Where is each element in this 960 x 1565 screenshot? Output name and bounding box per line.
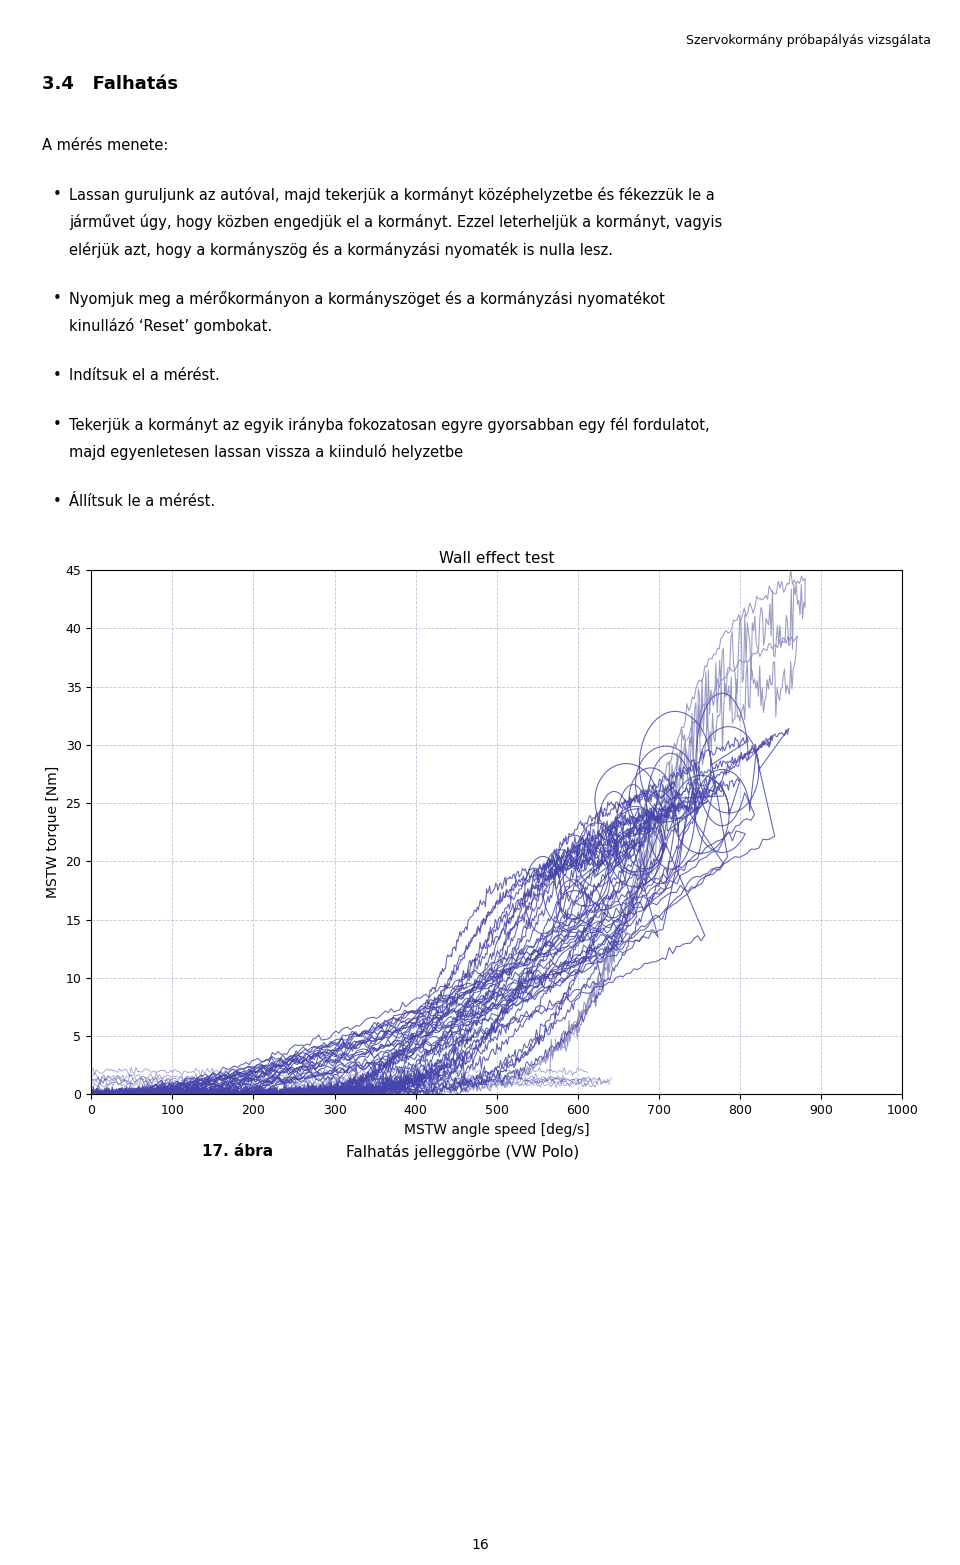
Text: járművet úgy, hogy közben engedjük el a kormányt. Ezzel leterheljük a kormányt, : járművet úgy, hogy közben engedjük el a … — [69, 214, 722, 230]
Text: •: • — [53, 368, 61, 383]
Text: A mérés menete:: A mérés menete: — [42, 138, 169, 153]
Text: •: • — [53, 493, 61, 509]
Text: elérjük azt, hogy a kormányszög és a kormányzási nyomaték is nulla lesz.: elérjük azt, hogy a kormányszög és a kor… — [69, 241, 613, 258]
Text: 3.4   Falhatás: 3.4 Falhatás — [42, 75, 179, 94]
Text: 16: 16 — [471, 1538, 489, 1552]
Text: •: • — [53, 186, 61, 202]
Text: 17. ábra: 17. ábra — [202, 1144, 273, 1160]
Text: Nyomjuk meg a mérőkormányon a kormányszöget és a kormányzási nyomatékot: Nyomjuk meg a mérőkormányon a kormányszö… — [69, 291, 665, 307]
Text: Állítsuk le a mérést.: Állítsuk le a mérést. — [69, 493, 215, 509]
Text: •: • — [53, 416, 61, 432]
Text: •: • — [53, 291, 61, 307]
Text: majd egyenletesen lassan vissza a kiinduló helyzetbe: majd egyenletesen lassan vissza a kiindu… — [69, 444, 464, 460]
X-axis label: MSTW angle speed [deg/s]: MSTW angle speed [deg/s] — [404, 1122, 589, 1136]
Title: Wall effect test: Wall effect test — [439, 551, 555, 567]
Text: Lassan guruljunk az autóval, majd tekerjük a kormányt középhelyzetbe és fékezzük: Lassan guruljunk az autóval, majd tekerj… — [69, 186, 715, 203]
Text: Tekerjük a kormányt az egyik irányba fokozatosan egyre gyorsabban egy fél fordul: Tekerjük a kormányt az egyik irányba fok… — [69, 416, 709, 434]
Text: Szervokormány próbapályás vizsgálata: Szervokormány próbapályás vizsgálata — [686, 33, 931, 47]
Y-axis label: MSTW torque [Nm]: MSTW torque [Nm] — [46, 765, 60, 898]
Text: Indítsuk el a mérést.: Indítsuk el a mérést. — [69, 368, 220, 383]
Text: kinullázó ‘Reset’ gombokat.: kinullázó ‘Reset’ gombokat. — [69, 318, 273, 335]
Text: Falhatás jelleggörbe (VW Polo): Falhatás jelleggörbe (VW Polo) — [346, 1144, 579, 1160]
